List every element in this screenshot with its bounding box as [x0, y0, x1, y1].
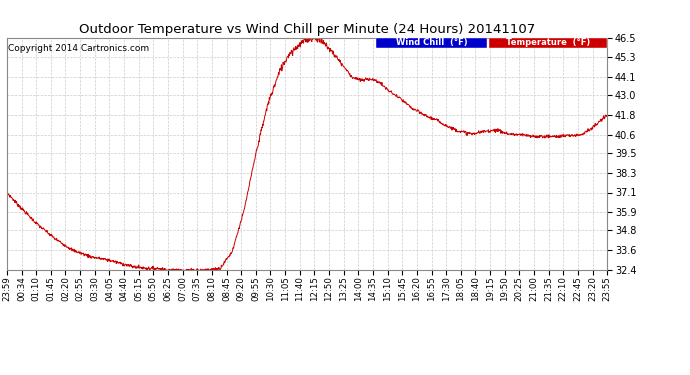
- Text: Copyright 2014 Cartronics.com: Copyright 2014 Cartronics.com: [8, 45, 149, 54]
- Title: Outdoor Temperature vs Wind Chill per Minute (24 Hours) 20141107: Outdoor Temperature vs Wind Chill per Mi…: [79, 23, 535, 36]
